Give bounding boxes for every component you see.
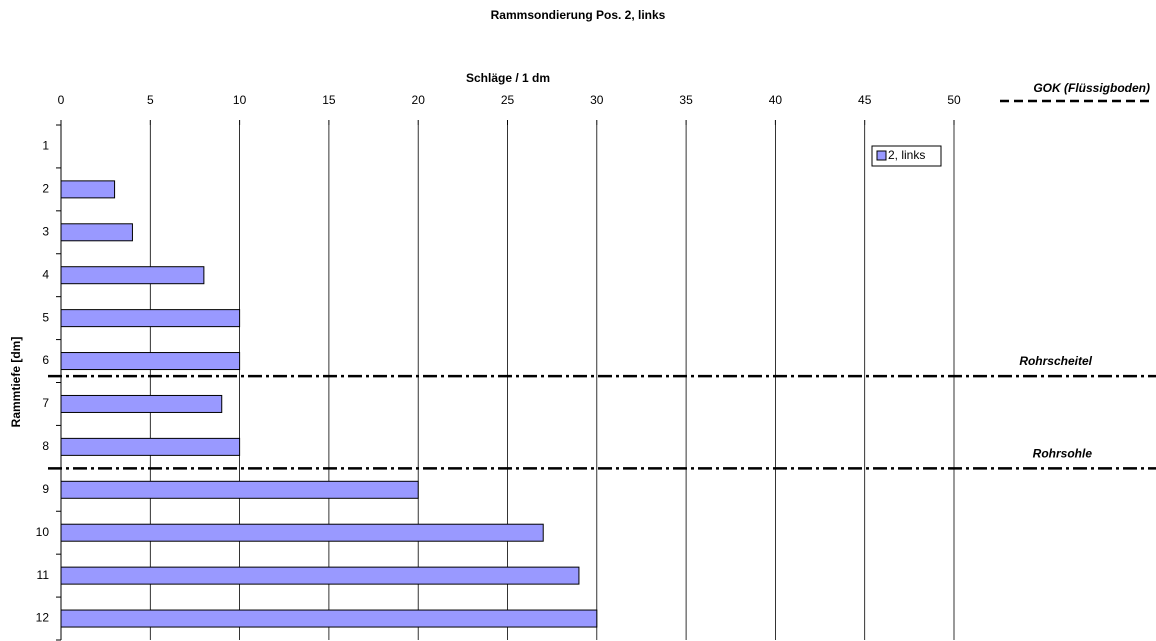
bar [60,266,205,285]
legend-swatch [876,150,887,161]
y-tick-label: 8 [42,439,49,453]
y-tick-label: 2 [42,182,49,196]
bar [60,609,598,628]
y-tick-label: 7 [42,396,49,410]
y-tick-label: 5 [42,310,49,324]
legend-label: 2, links [888,148,925,162]
x-tick-label: 25 [501,93,515,107]
x-tick-label: 40 [769,93,783,107]
x-tick-label: 30 [590,93,604,107]
annotation-label: Rohrsohle [1033,447,1093,461]
x-tick-label: 15 [322,93,336,107]
annotation-label: Rohrscheitel [1019,354,1092,368]
chart-title: Rammsondierung Pos. 2, links [491,8,666,22]
y-tick-label: 9 [42,482,49,496]
y-tick-label: 1 [42,139,49,153]
x-tick-label: 0 [58,93,65,107]
x-tick-label: 45 [858,93,872,107]
bar [60,180,116,199]
bar [60,566,580,585]
y-tick-label: 12 [36,611,50,625]
x-axis-label: Schläge / 1 dm [466,71,550,85]
bar [60,394,223,413]
y-tick-label: 11 [37,568,50,582]
x-tick-label: 35 [679,93,693,107]
y-tick-label: 10 [36,525,50,539]
y-tick-label: 3 [42,224,49,238]
y-tick-label: 4 [42,267,49,281]
legend-box [871,145,942,167]
bar [60,437,241,456]
x-tick-label: 20 [412,93,426,107]
x-tick-label: 5 [147,93,154,107]
bar [60,480,419,499]
bar [60,352,241,371]
y-tick-label: 6 [42,353,49,367]
y-axis-label: Rammtiefe [dm] [9,337,23,428]
x-tick-label: 50 [947,93,961,107]
bar [60,523,544,542]
bar [60,223,133,242]
top-note: GOK (Flüssigboden) [1033,81,1150,95]
bar [60,309,241,328]
x-tick-label: 10 [233,93,247,107]
